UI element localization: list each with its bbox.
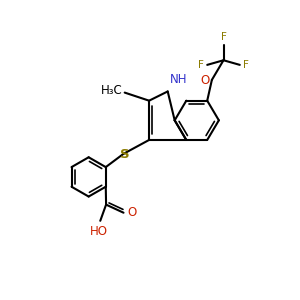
- Text: H₃C: H₃C: [101, 84, 123, 97]
- Text: O: O: [200, 74, 210, 87]
- Text: O: O: [128, 206, 137, 218]
- Text: F: F: [198, 60, 204, 70]
- Text: F: F: [243, 60, 249, 70]
- Text: NH: NH: [169, 73, 187, 86]
- Text: F: F: [220, 32, 226, 43]
- Text: S: S: [120, 148, 130, 161]
- Text: HO: HO: [89, 225, 107, 239]
